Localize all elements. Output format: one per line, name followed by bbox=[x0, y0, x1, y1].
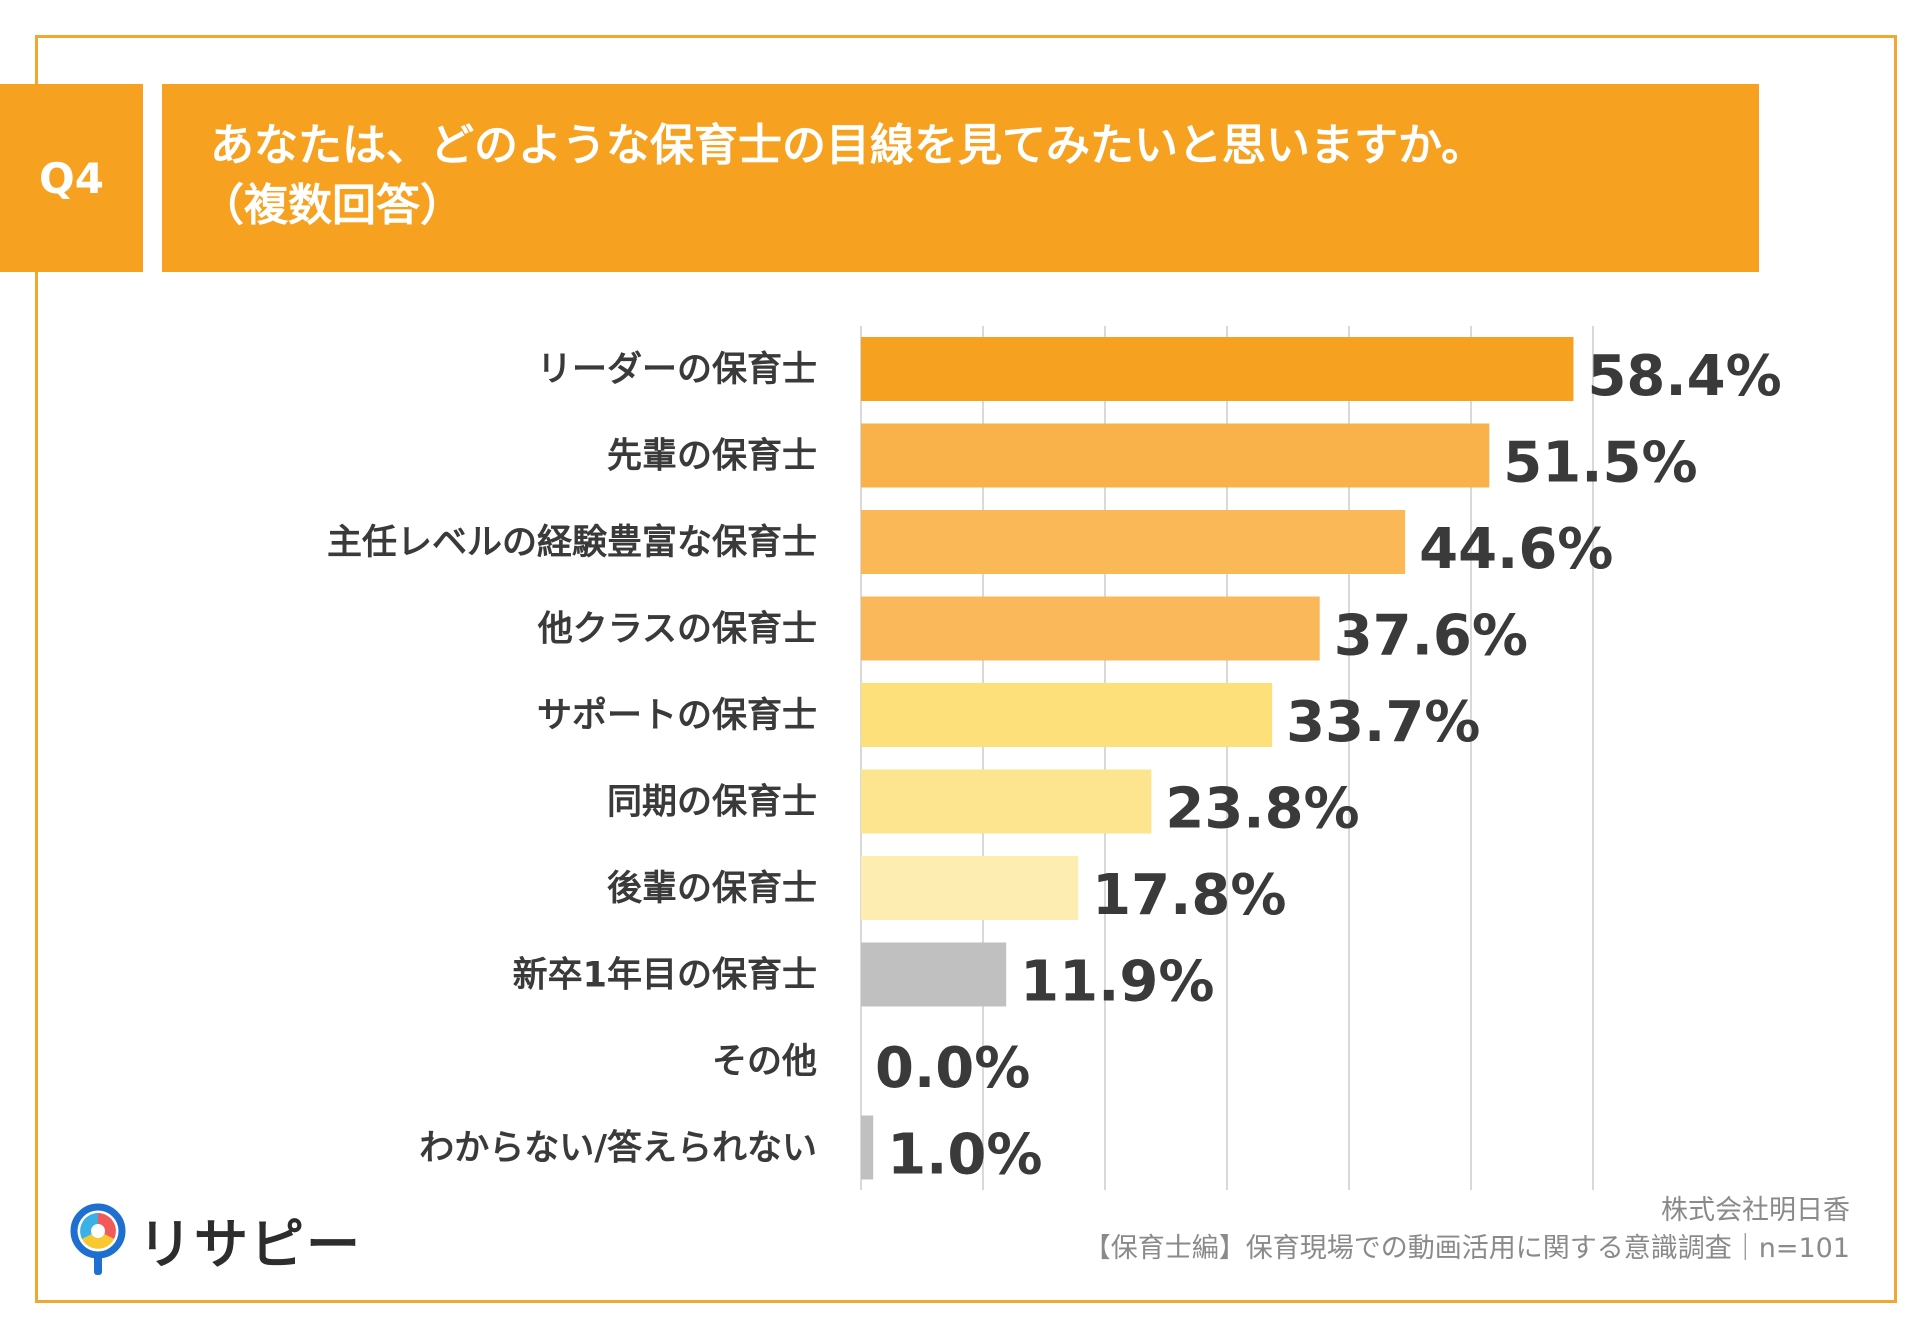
bar bbox=[861, 942, 1007, 1007]
brand-logo: リサピー bbox=[70, 1200, 362, 1279]
category-label: わからない/答えられない bbox=[419, 1129, 817, 1169]
question-title: あなたは、どのような保育士の目線を見てみたいと思いますか。 bbox=[210, 120, 1486, 171]
bar bbox=[861, 337, 1574, 401]
bar bbox=[861, 683, 1273, 747]
category-label: 先輩の保育士 bbox=[607, 437, 817, 477]
value-label: 44.6% bbox=[1419, 517, 1613, 582]
category-label: 後輩の保育士 bbox=[607, 869, 817, 909]
value-label: 51.5% bbox=[1503, 431, 1697, 496]
bar bbox=[861, 1115, 874, 1180]
value-label: 37.6% bbox=[1334, 604, 1528, 669]
category-label: 新卒1年目の保育士 bbox=[513, 956, 817, 996]
company-name: 株式会社明日香 bbox=[1661, 1195, 1850, 1226]
value-label: 58.4% bbox=[1587, 344, 1781, 409]
question-number-badge: Q4 bbox=[0, 84, 143, 272]
location-pin-icon bbox=[70, 1203, 126, 1277]
question-number: Q4 bbox=[39, 153, 104, 203]
category-label: 他クラスの保育士 bbox=[537, 610, 817, 650]
value-label: 1.0% bbox=[887, 1123, 1042, 1188]
survey-description: 【保育士編】保育現場での動画活用に関する意識調査｜n=101 bbox=[1083, 1233, 1850, 1264]
logo-text: リサピー bbox=[138, 1213, 362, 1276]
category-label: サポートの保育士 bbox=[537, 695, 817, 736]
value-label: 33.7% bbox=[1286, 690, 1480, 755]
value-label: 23.8% bbox=[1165, 777, 1359, 842]
bar bbox=[861, 510, 1406, 574]
value-label: 11.9% bbox=[1020, 950, 1214, 1015]
value-label: 0.0% bbox=[875, 1036, 1030, 1101]
category-label: リーダーの保育士 bbox=[537, 350, 817, 390]
question-subtitle: （複数回答） bbox=[200, 180, 464, 231]
bar bbox=[861, 856, 1079, 920]
category-label: その他 bbox=[712, 1042, 817, 1082]
bar bbox=[861, 769, 1152, 834]
bar bbox=[861, 596, 1320, 661]
bar bbox=[861, 423, 1490, 488]
category-label: 主任レベルの経験豊富な保育士 bbox=[327, 522, 817, 563]
value-label: 17.8% bbox=[1092, 863, 1286, 928]
category-label: 同期の保育士 bbox=[607, 783, 817, 823]
source-footer: 株式会社明日香 【保育士編】保育現場での動画活用に関する意識調査｜n=101 bbox=[1084, 1192, 1850, 1268]
outer-frame bbox=[35, 35, 1897, 1303]
question-title-banner: あなたは、どのような保育士の目線を見てみたいと思いますか。 （複数回答） bbox=[162, 84, 1759, 272]
